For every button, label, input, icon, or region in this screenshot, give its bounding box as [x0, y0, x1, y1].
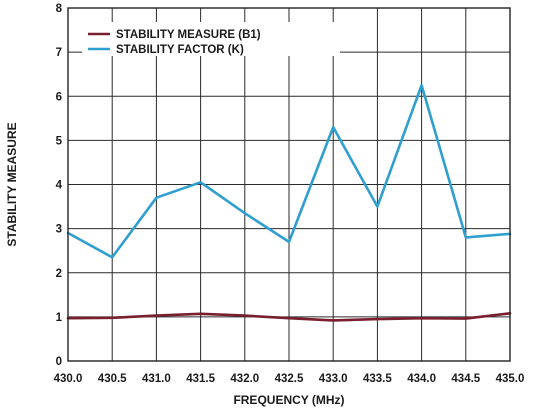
x-tick-label: 435.0 [496, 373, 525, 385]
x-axis-title: FREQUENCY (MHz) [233, 393, 344, 407]
legend-label: STABILITY MEASURE (B1) [116, 29, 261, 41]
x-tick-label: 433.5 [363, 373, 392, 385]
x-tick-label: 432.5 [275, 373, 304, 385]
x-tick-labels: 430.0 430.5 431.0 431.5 432.0 432.5 433.0 433.5… [54, 373, 525, 385]
x-tick-label: 433.0 [319, 373, 348, 385]
y-tick-label: 0 [56, 356, 62, 368]
plot-frame [67, 7, 511, 362]
y-tick-label: 2 [56, 268, 62, 280]
x-tick-label: 431.5 [186, 373, 215, 385]
x-tick-label: 434.0 [407, 373, 436, 385]
legend: STABILITY MEASURE (B1) STABILITY FACTOR (… [82, 22, 340, 56]
legend-background [82, 22, 340, 56]
x-tick-label: 430.5 [98, 373, 127, 385]
x-tick-label: 434.5 [451, 373, 480, 385]
y-axis-title: STABILITY MEASURE [5, 122, 19, 246]
y-tick-label: 6 [56, 91, 62, 103]
series-line-stability-factor-k [66, 83, 512, 259]
x-tick-label: 431.0 [142, 373, 171, 385]
y-tick-label: 7 [56, 47, 62, 59]
x-tick-label: 432.0 [230, 373, 259, 385]
y-tick-label: 5 [56, 135, 63, 147]
x-tick-label: 430.0 [54, 373, 83, 385]
y-tick-label: 8 [56, 3, 63, 15]
y-tick-labels: 0 1 2 3 4 5 6 7 8 [56, 3, 63, 368]
y-tick-label: 1 [56, 312, 63, 324]
legend-label: STABILITY FACTOR (K) [116, 44, 244, 56]
grid-lines [67, 7, 511, 362]
y-tick-label: 3 [56, 224, 62, 236]
y-tick-label: 4 [56, 180, 63, 192]
